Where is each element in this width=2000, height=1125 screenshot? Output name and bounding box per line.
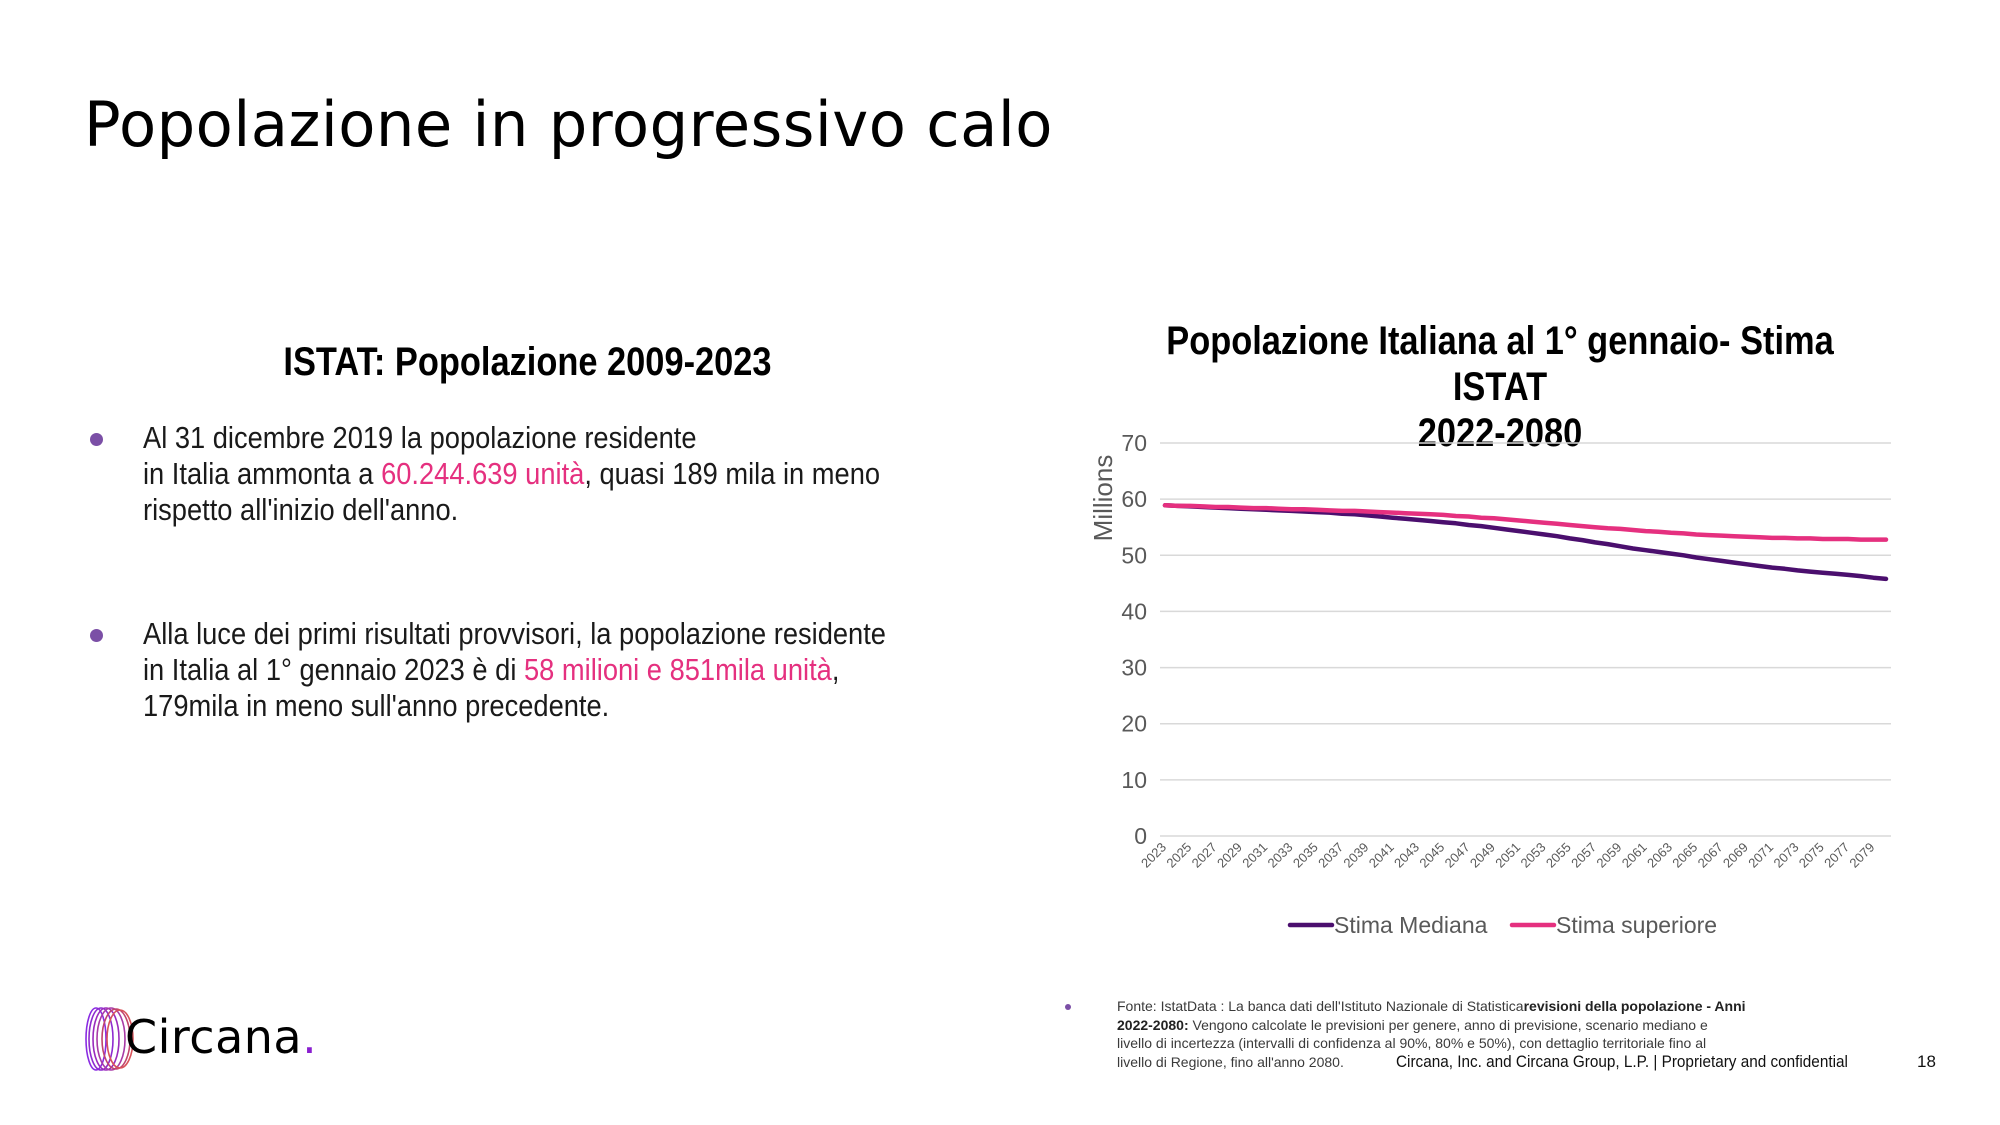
- x-tick-label: 2067: [1695, 840, 1726, 871]
- x-tick-label: 2043: [1391, 840, 1422, 871]
- chart-title-line: Popolazione Italiana al 1° gennaio- Stim…: [1166, 319, 1834, 409]
- bullet-dot-icon: [90, 433, 103, 446]
- x-tick-label: 2041: [1366, 840, 1397, 871]
- footnote-bold: 2022-2080:: [1117, 1016, 1189, 1033]
- legend: Stima Mediana Stima superiore: [1287, 912, 1717, 938]
- x-tick-label: 2049: [1467, 840, 1498, 871]
- x-tick-label: 2069: [1720, 840, 1751, 871]
- x-tick-label: 2045: [1416, 840, 1447, 871]
- circana-logo: Circana.: [80, 1005, 320, 1075]
- bullet-text-segment: in Italia al 1° gennaio 2023 è di: [143, 652, 524, 687]
- footnote-line: livello di Regione, fino all'anno 2080.: [1117, 1053, 1344, 1070]
- x-tick-label: 2027: [1189, 840, 1220, 871]
- confidentiality-notice: Circana, Inc. and Circana Group, L.P. | …: [1396, 1052, 1848, 1071]
- chart-title-line: 2022-2080: [1417, 411, 1583, 455]
- x-tick-label: 2065: [1669, 840, 1700, 871]
- highlight-value: 60.244.639 unità: [381, 456, 585, 491]
- bullet-text-segment: in Italia ammonta a: [143, 456, 382, 491]
- x-tick-label: 2053: [1518, 840, 1549, 871]
- x-tick-label: 2073: [1771, 840, 1802, 871]
- y-axis-ticks: 0 10 20 30 40 50 60 70: [1121, 430, 1147, 849]
- bullet-text: Alla luce dei primi risultati provvisori…: [143, 616, 988, 724]
- footnote-text: Fonte: IstatData : La banca dati dell'Is…: [1117, 997, 1817, 1071]
- logo-name: Circana: [125, 1010, 303, 1064]
- slide-title: Popolazione in progressivo calo: [84, 88, 1053, 161]
- x-tick-label: 2063: [1644, 840, 1675, 871]
- x-tick-label: 2079: [1846, 840, 1877, 871]
- bullet-dot-icon: [90, 629, 103, 642]
- left-section-heading: ISTAT: Popolazione 2009-2023: [283, 340, 772, 384]
- legend-item: Stima Mediana: [1287, 912, 1488, 938]
- y-tick-label: 30: [1121, 655, 1147, 681]
- x-tick-label: 2071: [1745, 840, 1776, 871]
- x-tick-label: 2077: [1821, 840, 1852, 871]
- highlight-value: 58 milioni e 851mila unità: [523, 652, 832, 687]
- gridlines: [1160, 442, 1891, 837]
- logo-wordmark: Circana.: [125, 1010, 317, 1064]
- series-lines: [1162, 503, 1889, 582]
- x-tick-label: 2035: [1290, 840, 1321, 871]
- chart-title: Popolazione Italiana al 1° gennaio- Stim…: [1139, 318, 1861, 456]
- bullet-line: 179mila in meno sull'anno precedente.: [143, 688, 610, 723]
- x-tick-label: 2075: [1796, 840, 1827, 871]
- bullet-text-segment: ,: [831, 652, 840, 687]
- bullet-line: rispetto all'inizio dell'anno.: [143, 492, 459, 527]
- legend-item: Stima superiore: [1509, 912, 1717, 938]
- x-tick-label: 2047: [1442, 840, 1473, 871]
- x-tick-label: 2039: [1340, 840, 1371, 871]
- legend-label: Stima Mediana: [1334, 912, 1488, 938]
- footnote-segment: Fonte: IstatData : La banca dati dell'Is…: [1117, 998, 1524, 1014]
- x-tick-label: 2051: [1492, 840, 1523, 871]
- legend-label: Stima superiore: [1556, 912, 1717, 938]
- bullet-line: Alla luce dei primi risultati provvisori…: [143, 616, 886, 651]
- footnote-bold: revisioni della popolazione - Anni: [1523, 998, 1746, 1014]
- y-tick-label: 40: [1121, 598, 1147, 624]
- x-tick-label: 2057: [1568, 840, 1599, 871]
- bullet-text: Al 31 dicembre 2019 la popolazione resid…: [143, 420, 988, 528]
- x-tick-label: 2033: [1265, 840, 1296, 871]
- logo-dot: .: [302, 1010, 318, 1064]
- bullet-line: in Italia al 1° gennaio 2023 è di 58 mil…: [143, 652, 988, 688]
- x-tick-label: 2025: [1163, 840, 1194, 871]
- footnote-segment: Vengono calcolate le previsioni per gene…: [1188, 1016, 1708, 1033]
- footnote-bullet-icon: [1065, 1004, 1071, 1010]
- y-axis-label: Millions: [1088, 455, 1118, 542]
- y-tick-label: 50: [1121, 542, 1147, 568]
- bullet-line: Al 31 dicembre 2019 la popolazione resid…: [143, 420, 697, 455]
- y-tick-label: 0: [1134, 823, 1147, 849]
- page-number: 18: [1917, 1052, 1936, 1071]
- x-tick-label: 2061: [1619, 840, 1650, 871]
- circana-rings-icon: [85, 1007, 134, 1071]
- x-tick-label: 2031: [1239, 840, 1270, 871]
- y-tick-label: 70: [1121, 430, 1147, 456]
- bullet-text-segment: , quasi 189 mila in meno: [584, 456, 881, 491]
- footnote-line: livello di incertezza (intervalli di con…: [1117, 1035, 1707, 1051]
- y-tick-label: 60: [1121, 486, 1147, 512]
- x-tick-label: 2059: [1593, 840, 1624, 871]
- y-tick-label: 10: [1121, 767, 1147, 793]
- x-axis-ticks: 2023202520272029203120332035203720392041…: [1138, 840, 1877, 871]
- series-line-stima-mediana: [1162, 503, 1889, 582]
- x-tick-label: 2029: [1214, 840, 1245, 871]
- series-line-stima-superiore: [1162, 503, 1889, 542]
- y-tick-label: 20: [1121, 711, 1147, 737]
- x-tick-label: 2055: [1543, 840, 1574, 871]
- x-tick-label: 2037: [1315, 840, 1346, 871]
- bullet-line: in Italia ammonta a 60.244.639 unità, qu…: [143, 456, 988, 492]
